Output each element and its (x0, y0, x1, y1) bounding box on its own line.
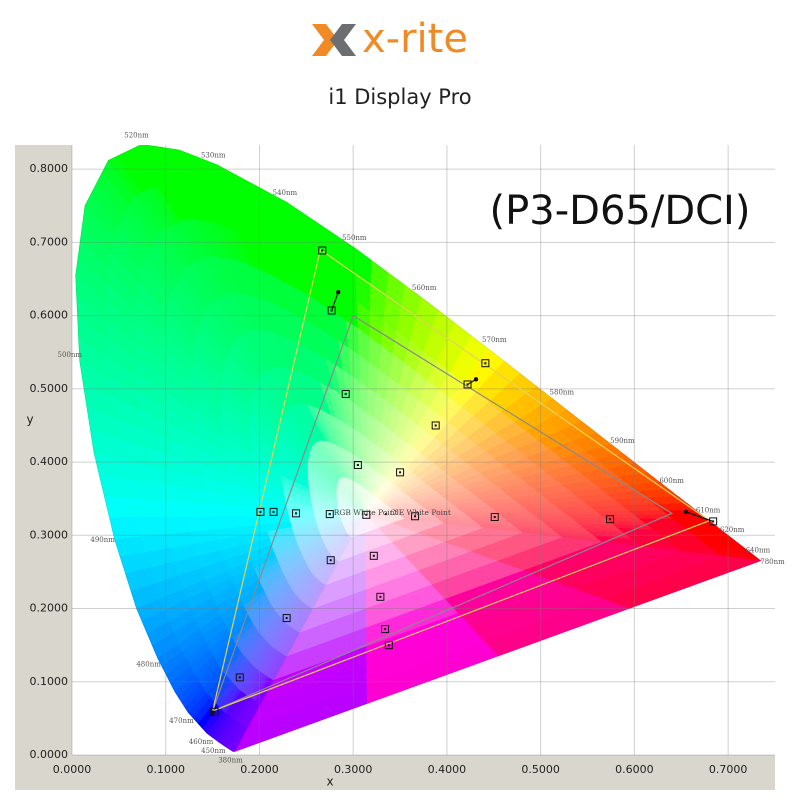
target-center (286, 617, 288, 619)
target-center (712, 520, 714, 522)
target-center (609, 518, 611, 520)
wavelength-label: 470nm (169, 717, 194, 725)
wavelength-label: 490nm (90, 536, 115, 544)
x-tick-label: 0.2000 (240, 763, 279, 776)
x-tick-label: 0.5000 (521, 763, 560, 776)
locus-fill (135, 517, 165, 537)
locus-fill (183, 501, 212, 516)
locus-fill (526, 508, 564, 513)
measured-point (474, 377, 478, 381)
locus-fill (531, 512, 568, 515)
measured-point (336, 290, 340, 294)
wavelength-label: 610nm (696, 506, 721, 514)
target-center (239, 676, 241, 678)
wavelength-label: 450nm (201, 747, 226, 755)
wavelength-label: 480nm (136, 660, 161, 668)
x-tick-label: 0.0000 (53, 763, 92, 776)
target-center (345, 393, 347, 395)
locus-fill (186, 516, 215, 531)
x-tick-label: 0.3000 (334, 763, 373, 776)
wavelength-label: 560nm (412, 284, 437, 292)
logo-icon (312, 24, 356, 56)
y-tick-label: 0.5000 (30, 382, 69, 395)
wavelength-label: 590nm (610, 437, 635, 445)
wavelength-label: 460nm (189, 738, 214, 746)
x-tick-label: 0.6000 (615, 763, 654, 776)
wavelength-label: 550nm (342, 234, 367, 242)
locus-fill (212, 516, 240, 529)
locus-fill (564, 512, 601, 515)
wavelength-label: 520nm (124, 131, 149, 139)
wavelength-label: 500nm (58, 351, 83, 359)
target-center (379, 596, 381, 598)
x-tick-label: 0.1000 (146, 763, 185, 776)
measured-point (210, 710, 214, 714)
target-center (494, 516, 496, 518)
white-point (329, 513, 331, 515)
wavelength-label: 640nm (746, 546, 771, 554)
y-tick-label: 0.8000 (30, 162, 69, 175)
y-tick-label: 0.1000 (30, 675, 69, 688)
wavelength-label: 600nm (659, 477, 684, 485)
target-center (295, 512, 297, 514)
target-center (331, 309, 333, 311)
annotation: (P3-D65/DCI) (490, 188, 751, 234)
locus-fill (156, 500, 186, 517)
y-tick-label: 0.6000 (30, 309, 69, 322)
target-center (357, 464, 359, 466)
brand: x-rite (362, 16, 468, 62)
target-center (435, 424, 437, 426)
measured-point (684, 510, 688, 514)
target-center (484, 362, 486, 364)
white-point (385, 513, 387, 515)
y-tick-label: 0.2000 (30, 602, 69, 615)
target-center (273, 511, 275, 513)
locus-fill (630, 511, 669, 515)
product-name: i1 Display Pro (328, 85, 471, 109)
x-tick-label: 0.7000 (709, 763, 748, 776)
y-tick-label: 0.0000 (30, 748, 69, 761)
wavelength-label: 570nm (482, 336, 507, 344)
y-tick-label: 0.7000 (30, 235, 69, 248)
wavelength-label: 380nm (218, 757, 243, 765)
target-center (399, 471, 401, 473)
wavelength-label: 580nm (550, 388, 575, 396)
wavelength-label: 620nm (720, 526, 745, 534)
target-center (321, 249, 323, 251)
target-center (467, 383, 469, 385)
x-tick-label: 0.4000 (428, 763, 467, 776)
white-point-label: CIE White Point (390, 508, 451, 517)
target-center (373, 555, 375, 557)
locus-fill (130, 498, 160, 517)
target-center (384, 628, 386, 630)
y-tick-label: 0.4000 (30, 455, 69, 468)
wavelength-label: 540nm (273, 189, 298, 197)
wavelength-label: 780nm (760, 558, 785, 566)
target-center (259, 511, 261, 513)
x-axis-label: x (326, 775, 333, 789)
locus-fill (597, 511, 635, 515)
y-axis-label: y (26, 413, 33, 427)
y-tick-label: 0.3000 (30, 528, 69, 541)
locus-fill (161, 516, 190, 534)
target-center (330, 559, 332, 561)
wavelength-label: 530nm (201, 151, 226, 159)
target-center (388, 644, 390, 646)
white-point-label: RGB White Point (334, 508, 398, 517)
